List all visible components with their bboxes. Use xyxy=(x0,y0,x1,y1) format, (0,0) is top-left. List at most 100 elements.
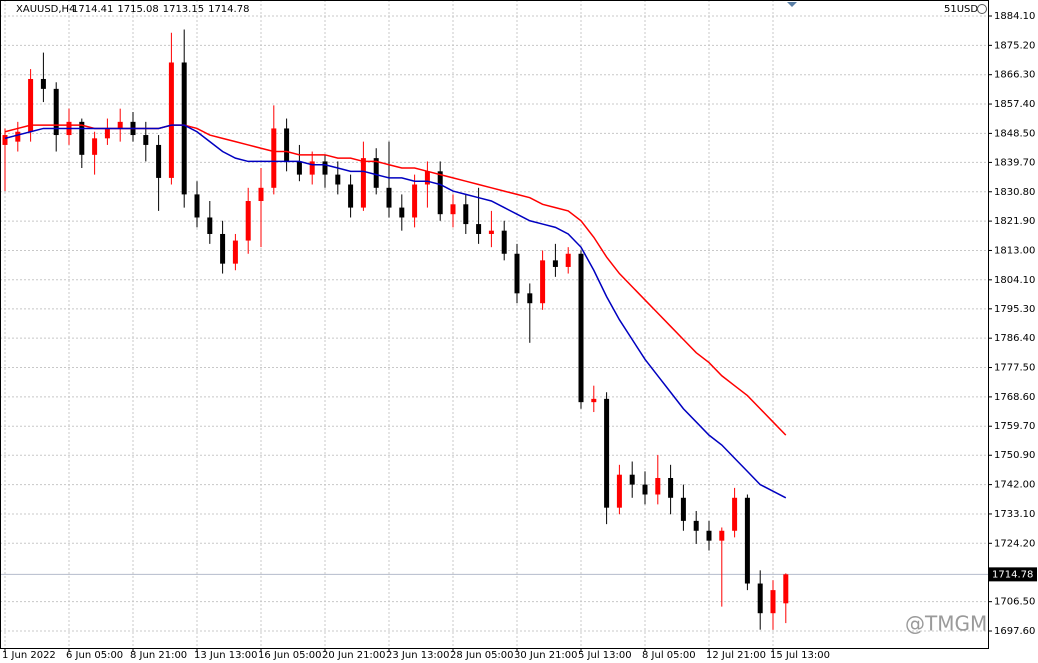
candle-body xyxy=(629,474,635,485)
plot-frame xyxy=(0,0,989,649)
y-tick-label: 1750.90 xyxy=(994,450,1035,461)
candle-body xyxy=(92,138,98,155)
candle-body xyxy=(271,128,277,188)
candle-body xyxy=(783,574,789,604)
grid xyxy=(0,0,988,648)
candle-body xyxy=(463,204,469,225)
candle-body xyxy=(757,583,763,614)
candle-body xyxy=(322,161,328,175)
candle-body xyxy=(335,174,341,185)
x-tick-label: 12 Jul 21:00 xyxy=(706,650,766,661)
y-tick-label: 1875.20 xyxy=(994,40,1035,51)
candle-body xyxy=(386,187,392,208)
candle-body xyxy=(181,62,187,195)
candle-body xyxy=(194,194,200,218)
y-tick-label: 1795.30 xyxy=(994,304,1035,315)
header-value: 1714.78 xyxy=(208,4,249,15)
candle-body xyxy=(168,62,174,178)
account-label: 51USD xyxy=(944,4,978,15)
y-tick-label: 1697.60 xyxy=(994,626,1035,637)
candle-body xyxy=(424,171,430,185)
moving-average xyxy=(4,124,787,499)
candle-body xyxy=(245,200,251,241)
y-tick-label: 1830.80 xyxy=(994,187,1035,198)
close-icon[interactable] xyxy=(977,4,987,14)
x-tick-label: 13 Jun 13:00 xyxy=(194,650,258,661)
y-tick-label: 1884.10 xyxy=(994,11,1035,22)
current-price-box xyxy=(989,567,1037,582)
candle-body xyxy=(501,230,507,254)
x-tick-label: 23 Jun 13:00 xyxy=(386,650,450,661)
scroll-marker xyxy=(787,2,797,7)
candle-body xyxy=(616,474,622,508)
candle-body xyxy=(117,121,123,129)
candle-body xyxy=(514,253,520,294)
candle-body xyxy=(53,88,59,136)
candle-body xyxy=(412,184,418,218)
candle-body xyxy=(578,253,584,403)
candle-body xyxy=(476,224,482,234)
y-tick-label: 1786.40 xyxy=(994,333,1035,344)
candle-body xyxy=(373,158,379,188)
candle-body xyxy=(706,530,712,541)
candle-body xyxy=(732,497,738,531)
y-tick-label: 1857.40 xyxy=(994,99,1035,110)
candle-body xyxy=(591,398,597,403)
header-value: 1714.41 xyxy=(72,4,113,15)
candle-body xyxy=(680,497,686,521)
x-tick-label: 16 Jun 05:00 xyxy=(258,650,322,661)
y-tick-label: 1742.00 xyxy=(994,480,1035,491)
candle-body xyxy=(744,497,750,584)
candle-body xyxy=(488,230,494,234)
y-tick-label: 1866.30 xyxy=(994,70,1035,81)
header-value: 1715.08 xyxy=(117,4,158,15)
candle-body xyxy=(309,161,315,175)
candle-body xyxy=(232,240,238,264)
candle-body xyxy=(220,233,226,264)
x-tick-label: 30 Jun 21:00 xyxy=(514,650,578,661)
candle-body xyxy=(258,187,264,201)
y-tick-label: 1706.50 xyxy=(994,597,1035,608)
candle-body xyxy=(668,478,674,498)
y-tick-label: 1733.10 xyxy=(994,509,1035,520)
x-tick-label: 1 Jun 2022 xyxy=(2,650,56,661)
candle-body xyxy=(604,398,610,508)
candle-body xyxy=(719,530,725,541)
header-ohlc: 1714.41 1715.08 1713.15 1714.78 xyxy=(72,4,249,15)
candle-body xyxy=(565,253,571,267)
candle-body xyxy=(79,121,85,155)
x-tick-label: 6 Jun 05:00 xyxy=(66,650,123,661)
candle-body xyxy=(348,184,354,208)
x-tick-label: 15 Jul 13:00 xyxy=(770,650,830,661)
candle-body xyxy=(156,144,162,178)
y-tick-label: 1759.70 xyxy=(994,421,1035,432)
candle-body xyxy=(770,590,776,614)
candle-body xyxy=(693,520,699,531)
candle-body xyxy=(527,293,533,304)
x-tick-label: 5 Jul 13:00 xyxy=(578,650,632,661)
y-tick-label: 1848.50 xyxy=(994,128,1035,139)
x-tick-label: 8 Jul 05:00 xyxy=(642,650,696,661)
candle-body xyxy=(552,260,558,267)
candle-body xyxy=(28,78,34,132)
chart-title: XAUUSD,H4 xyxy=(16,4,75,15)
y-tick-label: 1724.20 xyxy=(994,538,1035,549)
candle-body xyxy=(655,478,661,495)
y-tick-label: 1777.50 xyxy=(994,363,1035,374)
candle-body xyxy=(207,217,213,234)
current-price-label: 1714.78 xyxy=(992,569,1033,580)
header-value: 1713.15 xyxy=(163,4,204,15)
y-tick-label: 1813.00 xyxy=(994,245,1035,256)
y-tick-label: 1839.70 xyxy=(994,157,1035,168)
candle-body xyxy=(2,135,8,145)
candle-body xyxy=(642,484,648,495)
y-tick-label: 1821.90 xyxy=(994,216,1035,227)
candle-body xyxy=(104,128,110,139)
candle-body xyxy=(15,131,21,142)
y-tick-label: 1768.60 xyxy=(994,392,1035,403)
x-tick-label: 8 Jun 21:00 xyxy=(130,650,187,661)
candle-body xyxy=(296,161,302,175)
candle-body xyxy=(284,128,290,162)
